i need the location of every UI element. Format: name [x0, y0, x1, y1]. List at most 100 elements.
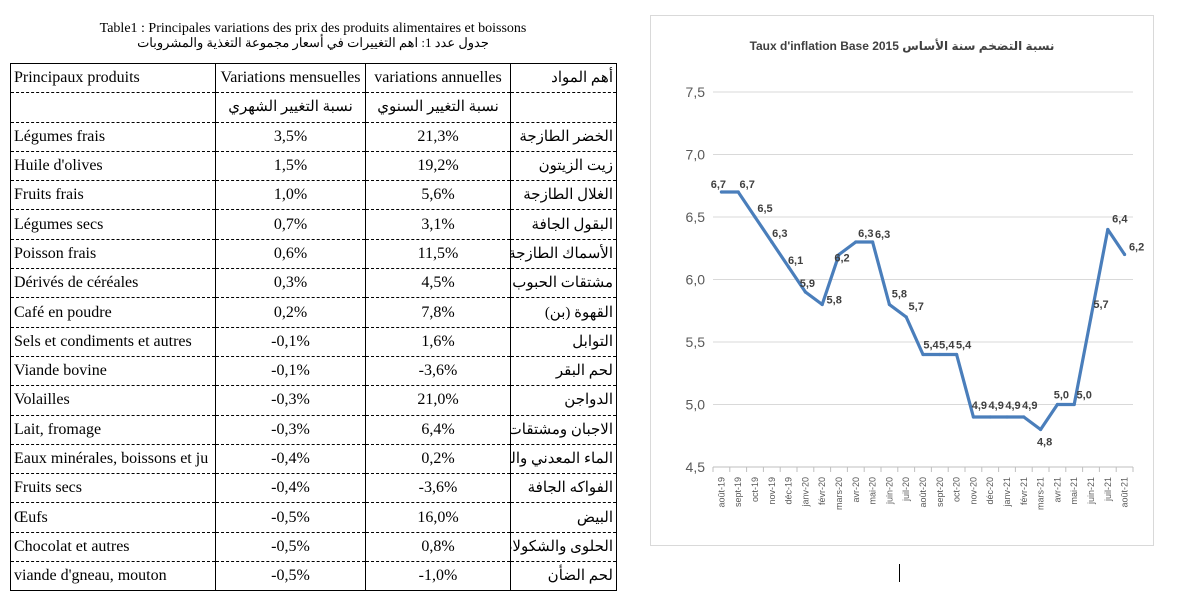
data-point	[1106, 227, 1110, 232]
table-row: Œufs -0,5% 16,0% البيض	[10, 502, 617, 533]
product-fr-cell: Huile d'olives	[10, 151, 216, 182]
data-label: 6,2	[834, 253, 849, 265]
product-ar-cell: الخضر الطازجة	[510, 122, 617, 152]
x-tick-label: nov-19	[767, 477, 777, 505]
data-point	[971, 415, 975, 419]
data-point	[938, 352, 942, 357]
data-point	[871, 240, 875, 244]
annual-variation-cell: 11,5%	[365, 239, 511, 270]
product-fr-cell: Dérivés de céréales	[10, 268, 216, 299]
data-label: 5,4	[923, 340, 939, 352]
monthly-variation-cell: 1,0%	[215, 180, 366, 211]
data-point	[904, 315, 908, 319]
header-product-ar: أهم المواد	[510, 62, 617, 94]
data-label: 5,0	[1077, 390, 1092, 402]
product-fr-cell: Fruits secs	[10, 473, 216, 504]
data-label: 5,9	[800, 278, 815, 290]
data-point	[820, 302, 824, 307]
product-fr-cell: Viande bovine	[10, 356, 216, 387]
table-header-row: Principaux produits Variations mensuelle…	[10, 62, 617, 94]
y-tick-label: 6,0	[686, 272, 706, 288]
monthly-variation-cell: 0,7%	[215, 209, 366, 240]
data-label: 4,9	[1005, 400, 1020, 412]
product-ar-cell: التوابل	[510, 327, 617, 357]
annual-variation-cell: 16,0%	[365, 502, 511, 533]
product-fr-cell: Sels et condiments et autres	[10, 327, 216, 357]
table-row: Volailles -0,3% 21,0% الدواجن	[10, 385, 617, 416]
table-title-ar: جدول عدد 1: اهم التغييرات في أسعار مجموع…	[137, 35, 489, 50]
header-empty-cell	[10, 92, 216, 123]
x-tick-label: nov-20	[968, 477, 978, 505]
data-label: 5,4	[956, 340, 972, 352]
product-ar-cell: زيت الزيتون	[510, 151, 617, 182]
data-label: 6,7	[711, 179, 726, 191]
data-point	[753, 215, 757, 219]
annual-variation-cell: 4,5%	[365, 268, 511, 299]
data-point	[770, 240, 774, 244]
inflation-chart-svg: Taux d'inflation Base 2015 نسبة التضخم س…	[686, 38, 1145, 510]
monthly-variation-cell: 3,5%	[215, 122, 366, 152]
product-ar-cell: الأسماك الطازجة	[510, 239, 617, 270]
x-tick-label: févr-21	[1019, 477, 1029, 505]
monthly-variation-cell: 1,5%	[215, 151, 366, 182]
product-fr-cell: Lait, fromage	[10, 415, 216, 445]
product-ar-cell: الغلال الطازجة	[510, 180, 617, 211]
y-tick-label: 4,5	[686, 459, 706, 475]
product-fr-cell: Œufs	[10, 502, 216, 533]
y-tick-label: 5,0	[686, 397, 706, 413]
monthly-variation-cell: -0,5%	[215, 532, 366, 563]
annual-variation-cell: 6,4%	[365, 415, 511, 445]
x-tick-label: août-21	[1120, 477, 1130, 508]
data-point	[887, 302, 891, 307]
data-point	[837, 252, 841, 257]
monthly-variation-cell: -0,5%	[215, 561, 366, 592]
data-label: 4,9	[989, 400, 1004, 412]
x-tick-label: oct-20	[952, 477, 962, 502]
product-ar-cell: البيض	[510, 502, 617, 533]
data-label: 6,3	[875, 229, 890, 241]
product-fr-cell: Légumes frais	[10, 122, 216, 152]
monthly-variation-cell: -0,5%	[215, 502, 366, 533]
data-label: 5,7	[909, 301, 924, 313]
table-row: Lait, fromage-0,3%6,4%الاجبان ومشتقات ال	[10, 415, 617, 445]
header-empty-cell	[510, 92, 617, 123]
data-label: 6,4	[1112, 214, 1128, 226]
data-label: 4,8	[1037, 437, 1052, 449]
data-point	[1123, 252, 1127, 257]
table-row: viande d'gneau, mouton -0,5% -1,0% لحم الضأ…	[10, 561, 617, 592]
y-tick-label: 5,5	[686, 334, 706, 350]
x-tick-label: juil-20	[901, 477, 911, 502]
data-label: 4,9	[1022, 400, 1037, 412]
data-point	[1039, 427, 1043, 432]
text-cursor	[899, 564, 900, 582]
chart-y-axis: 4,5 5,0 5,5 6,0 6,5 7,0 7,5	[686, 84, 706, 475]
data-label: 5,0	[1054, 390, 1069, 402]
annual-variation-cell: 19,2%	[365, 151, 511, 182]
product-ar-cell: الفواكه الجافة	[510, 473, 617, 504]
x-tick-label: févr-20	[817, 477, 827, 505]
data-point	[719, 190, 723, 194]
table-row: Fruits secs -0,4% -3,6% الفواكه الجافة	[10, 473, 617, 504]
table-row: Huile d'olives 1,5% 19,2% زيت الزيتون	[10, 151, 617, 182]
header-monthly-ar: نسبة التغيير الشهري	[215, 92, 366, 123]
x-tick-label: avr-21	[1052, 477, 1062, 503]
table-title-fr: Table1 : Principales variations des prix…	[99, 21, 527, 36]
product-ar-cell: لحم الضأن	[510, 561, 617, 592]
monthly-variation-cell: -0,4%	[215, 444, 366, 475]
data-point	[787, 265, 791, 269]
x-tick-label: juin-20	[884, 477, 894, 505]
monthly-variation-cell: 0,2%	[215, 297, 366, 328]
x-tick-label: sept-19	[733, 477, 743, 507]
table-row: Viande bovine -0,1% -3,6% لحم البقر	[10, 356, 617, 387]
product-fr-cell: Fruits frais	[10, 180, 216, 211]
x-tick-label: mars-20	[834, 477, 844, 510]
data-label: 5,8	[827, 295, 842, 307]
monthly-variation-cell: 0,6%	[215, 239, 366, 270]
data-point	[955, 352, 959, 357]
header-monthly-fr: Variations mensuelles	[215, 62, 366, 94]
monthly-variation-cell: 0,3%	[215, 268, 366, 299]
x-tick-label: sept-20	[935, 477, 945, 507]
annual-variation-cell: 0,8%	[365, 532, 511, 563]
annual-variation-cell: 0,2%	[365, 444, 511, 475]
data-label: 6,7	[740, 179, 755, 191]
